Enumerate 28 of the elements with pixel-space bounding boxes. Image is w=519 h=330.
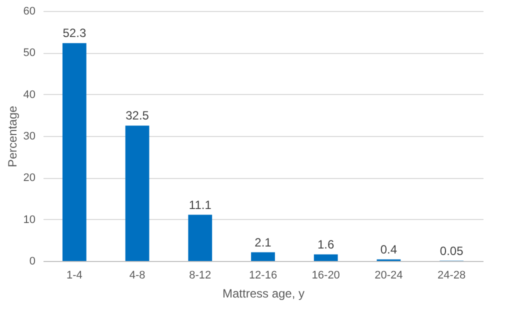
data-label: 11.1 xyxy=(188,198,212,212)
x-tick-label: 16-20 xyxy=(312,270,340,282)
y-tick-label: 60 xyxy=(23,6,36,18)
data-label: 0.4 xyxy=(380,242,398,256)
y-tick-label: 20 xyxy=(23,172,36,184)
bar xyxy=(188,214,212,261)
y-axis-title: Percentage xyxy=(5,105,20,168)
x-tick-label: 20-24 xyxy=(374,270,403,282)
y-tick-label: 30 xyxy=(23,130,36,142)
y-tick-label: 10 xyxy=(23,214,36,226)
bar xyxy=(314,254,338,261)
y-tick-label: 40 xyxy=(23,88,36,101)
bar xyxy=(251,252,275,261)
x-tick-label: 12-16 xyxy=(248,270,278,282)
bar xyxy=(125,126,150,261)
data-label: 32.5 xyxy=(126,108,150,123)
data-label: 52.3 xyxy=(62,26,86,40)
data-label: 0.05 xyxy=(440,244,464,258)
x-tick-label: 24-28 xyxy=(438,270,466,282)
x-tick-label: 8-12 xyxy=(189,270,212,282)
bar xyxy=(62,43,86,261)
x-tick-label: 1-4 xyxy=(66,270,82,282)
y-tick-label: 50 xyxy=(23,47,36,60)
y-tick-label: 0 xyxy=(29,256,36,268)
x-axis-title: Mattress age, y xyxy=(222,286,305,300)
x-tick-label: 4-8 xyxy=(129,270,146,282)
data-label: 2.1 xyxy=(254,235,272,250)
data-label: 1.6 xyxy=(318,237,335,252)
